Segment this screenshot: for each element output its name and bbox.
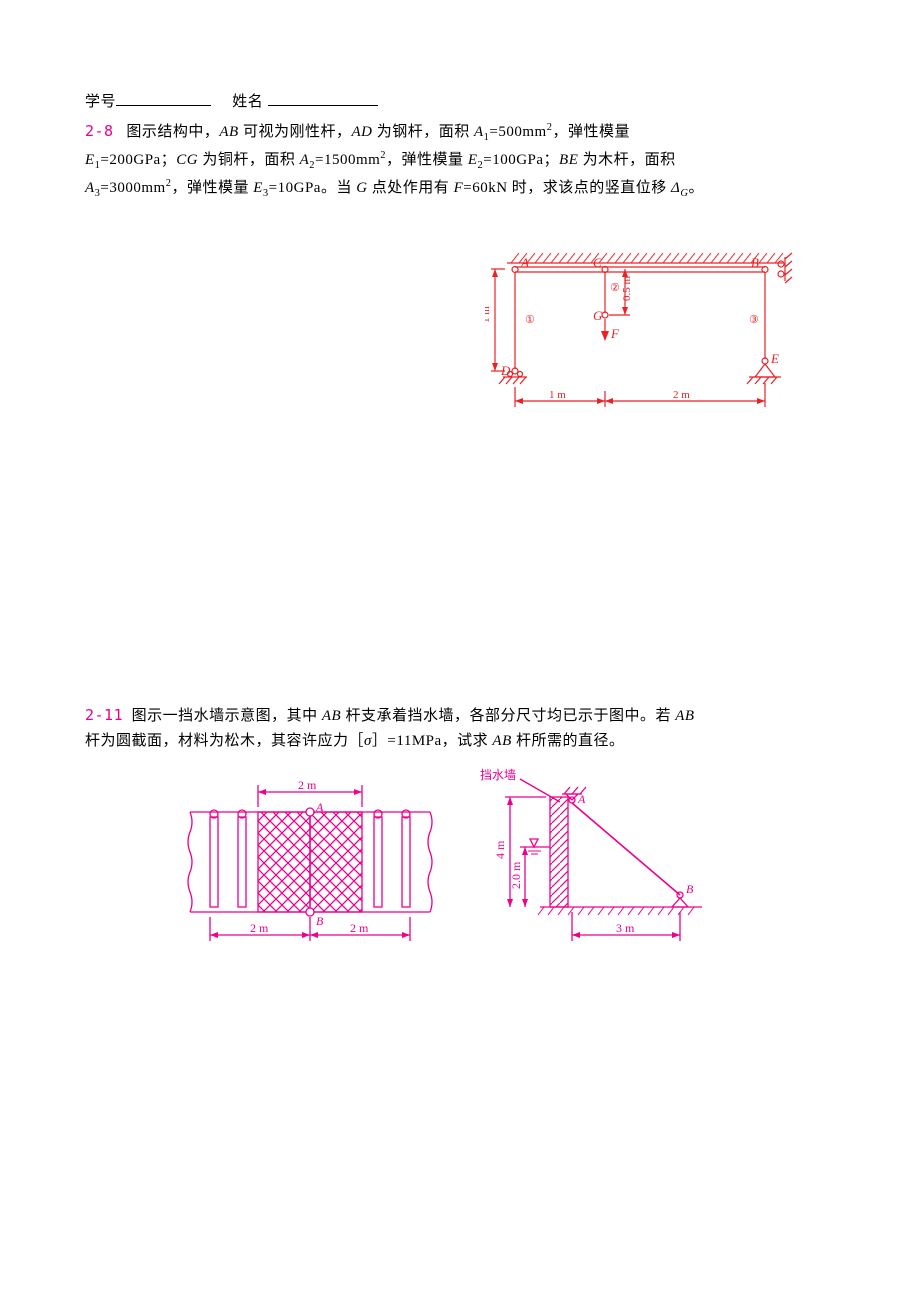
- name-blank: [268, 90, 378, 106]
- label-C: C: [593, 255, 602, 270]
- problem-number-2-8: 2-8: [85, 122, 114, 140]
- figure-2-8: A C B D G F E ① ② ③ 1 m 0.5 m 1 m 2 m: [85, 243, 835, 423]
- dim-top-2m: 2 m: [298, 778, 317, 792]
- dim-1m-v: 1 m: [485, 305, 492, 322]
- student-id-label: 学号: [85, 94, 116, 110]
- label-D: D: [500, 363, 511, 378]
- problem-number-2-11: 2-11: [85, 706, 123, 724]
- dim-4m: 4 m: [493, 840, 507, 859]
- student-id-blank: [116, 90, 211, 106]
- dim-bot-2m-r: 2 m: [350, 921, 369, 935]
- label-A-left: A: [315, 800, 324, 814]
- problem-2-11: 2-11 图示一挡水墙示意图，其中 AB 杆支承着挡水墙，各部分尺寸均已示于图中…: [85, 703, 835, 755]
- dim-2-0m: 2.0 m: [509, 861, 523, 889]
- label-bar3: ③: [749, 314, 759, 326]
- name-label: 姓名: [232, 94, 263, 110]
- label-bar1: ①: [525, 314, 535, 326]
- header-line: 学号 姓名: [85, 90, 835, 111]
- label-bar2: ②: [610, 282, 620, 294]
- dim-3m: 3 m: [616, 921, 635, 935]
- problem-2-8: 2-8 图示结构中，AB 可视为刚性杆，AD 为钢杆，面积 A1=500mm2，…: [85, 119, 835, 203]
- dim-2m: 2 m: [673, 389, 690, 401]
- figure-2-11: 2 m 2 m 2 m A B: [85, 767, 835, 967]
- diagram-2-11: 2 m 2 m 2 m A B: [180, 767, 740, 967]
- label-B-left: B: [316, 914, 324, 928]
- label-A-right: A: [577, 792, 586, 806]
- label-B: B: [751, 255, 759, 270]
- label-F: F: [610, 326, 620, 341]
- diagram-2-8: A C B D G F E ① ② ③ 1 m 0.5 m 1 m 2 m: [485, 243, 805, 423]
- label-wall: 挡水墙: [480, 768, 516, 782]
- label-A: A: [520, 255, 529, 270]
- label-E: E: [770, 351, 779, 366]
- dim-05m: 0.5 m: [621, 275, 633, 301]
- label-B-right: B: [686, 882, 694, 896]
- label-G: G: [593, 308, 603, 323]
- dim-bot-2m-l: 2 m: [250, 921, 269, 935]
- dim-1m-h: 1 m: [549, 389, 566, 401]
